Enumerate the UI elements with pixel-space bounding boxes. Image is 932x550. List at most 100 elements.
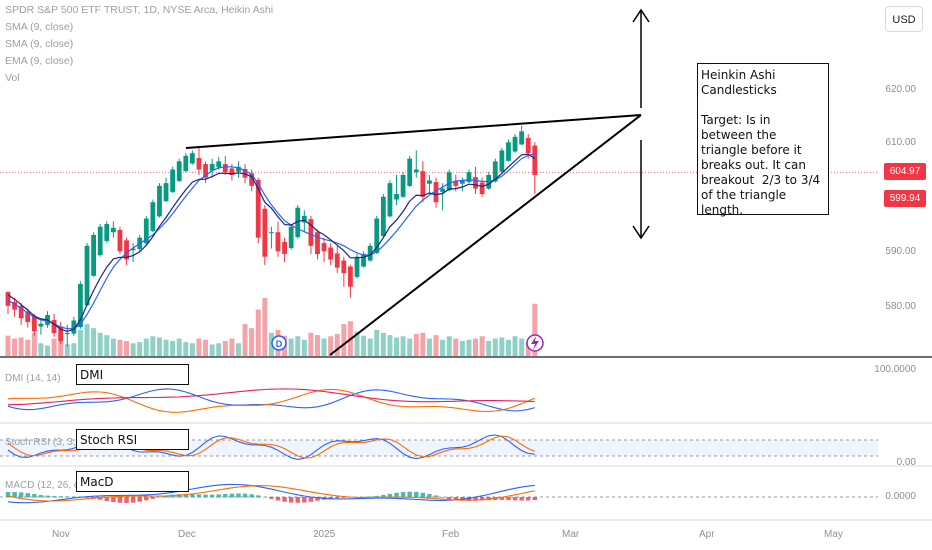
candle-body: [394, 194, 399, 200]
candle-body: [374, 218, 380, 253]
stoch-rsi-label-box[interactable]: Stoch RSI: [76, 429, 189, 450]
macd-label-box[interactable]: MacD: [76, 471, 189, 492]
volume-bar: [321, 338, 327, 356]
volume-bar: [77, 329, 83, 356]
macd-histogram-bar: [282, 497, 287, 502]
volume-legend[interactable]: Vol: [5, 72, 20, 84]
volume-bar: [341, 324, 347, 356]
macd-histogram-bar: [65, 496, 70, 498]
macd-histogram-bar: [407, 491, 412, 498]
candle-body: [321, 243, 327, 252]
volume-bar: [104, 335, 110, 356]
stoch-rsi-scale-label: 0.00: [896, 457, 916, 468]
dmi-label-box[interactable]: DMI: [76, 364, 189, 385]
candle-body: [512, 136, 518, 152]
macd-histogram-bar: [308, 497, 314, 502]
dividend-badge-icon: [271, 335, 287, 351]
candle-body: [203, 164, 208, 178]
stoch-rsi-legend[interactable]: Stoch RSI (3, 3, 14, 14): [5, 437, 110, 448]
macd-histogram-bar: [71, 496, 77, 498]
candle-body: [216, 161, 222, 168]
candle-body: [525, 137, 531, 154]
volume-bar: [235, 343, 241, 356]
dmi-legend[interactable]: DMI (14, 14): [5, 373, 61, 384]
volume-bar: [486, 340, 492, 356]
candles: [5, 125, 538, 347]
macd-histogram-bar: [38, 494, 44, 498]
currency-button[interactable]: USD: [885, 6, 923, 32]
macd-legend[interactable]: MACD (12, 26, close, 9): [5, 480, 112, 491]
candle-body: [176, 161, 182, 181]
volume-bar: [308, 332, 314, 356]
candle-body: [18, 305, 24, 319]
macd-histogram-bar: [124, 497, 129, 503]
volume-bar: [216, 343, 222, 356]
volume-bar: [209, 344, 215, 356]
macd-histogram-bar: [381, 494, 386, 498]
macd-histogram-bar: [335, 497, 340, 499]
volume-bar: [380, 332, 386, 356]
candle-body: [163, 183, 169, 202]
volume-bar: [5, 335, 11, 356]
dmi-minus-line: [7, 388, 536, 413]
macd-histogram-bar: [519, 497, 524, 501]
candle-body: [25, 311, 31, 323]
moving-averages: [7, 153, 536, 333]
candle-body: [407, 158, 413, 186]
macd-histogram-bar: [256, 495, 261, 498]
macd-histogram-bar: [111, 497, 116, 503]
volume-bar: [12, 338, 18, 356]
candle-body: [130, 248, 136, 251]
macd-histogram-bar: [58, 496, 63, 498]
sma-legend-2[interactable]: SMA (9, close): [5, 38, 74, 50]
candle-body: [532, 145, 538, 175]
macd-histogram-bar: [196, 494, 202, 498]
volume-bar: [334, 333, 340, 356]
dividend-badge-label: D: [276, 339, 283, 349]
volume-bar: [262, 298, 268, 356]
volume-bar: [156, 337, 162, 356]
ema-legend[interactable]: EMA (9, close): [5, 55, 74, 67]
volume-bar: [51, 338, 57, 356]
candle-body: [328, 247, 334, 260]
volume-bar: [110, 338, 116, 356]
volume-bar: [532, 303, 538, 356]
volume-bar: [492, 338, 498, 356]
macd-histogram-bar: [414, 491, 419, 498]
macd-histogram-bar: [236, 493, 241, 498]
date-tick-feb: Feb: [442, 529, 460, 540]
volume-bar: [505, 339, 511, 356]
candle-body: [5, 292, 11, 306]
dmi-scale-label: 100.0000: [874, 364, 916, 375]
candle-body: [222, 164, 228, 173]
macd-line: [7, 483, 535, 504]
candle-body: [479, 182, 485, 195]
candle-body: [446, 172, 452, 191]
indicator-panes: [0, 388, 878, 504]
candle-body: [301, 215, 307, 223]
macd-histogram-bar: [466, 497, 472, 501]
candle-body: [473, 177, 478, 189]
volume-bar: [242, 324, 248, 356]
macd-histogram-bar: [163, 495, 169, 498]
candle-body: [143, 218, 149, 244]
macd-histogram-bar: [420, 492, 426, 498]
sma-legend-1[interactable]: SMA (9, close): [5, 21, 74, 33]
volume-bar: [519, 338, 525, 356]
annotation-note[interactable]: Heinkin Ashi Candlesticks Target: Is in …: [697, 63, 829, 217]
candle-body: [51, 319, 57, 334]
candle-body: [229, 168, 235, 175]
volume-bar: [183, 342, 189, 356]
candle-body: [282, 242, 287, 254]
candle-body: [466, 172, 472, 183]
candle-body: [492, 161, 498, 182]
trendlines: [185, 114, 642, 356]
candle-body: [117, 230, 123, 252]
candle-body: [31, 316, 37, 332]
last-price-tag: 604.97: [884, 163, 926, 180]
macd-histogram-bar: [137, 497, 142, 502]
volume-bar: [420, 332, 426, 356]
macd-histogram-bar: [302, 497, 307, 503]
target-arrow-up-head: [632, 8, 650, 23]
